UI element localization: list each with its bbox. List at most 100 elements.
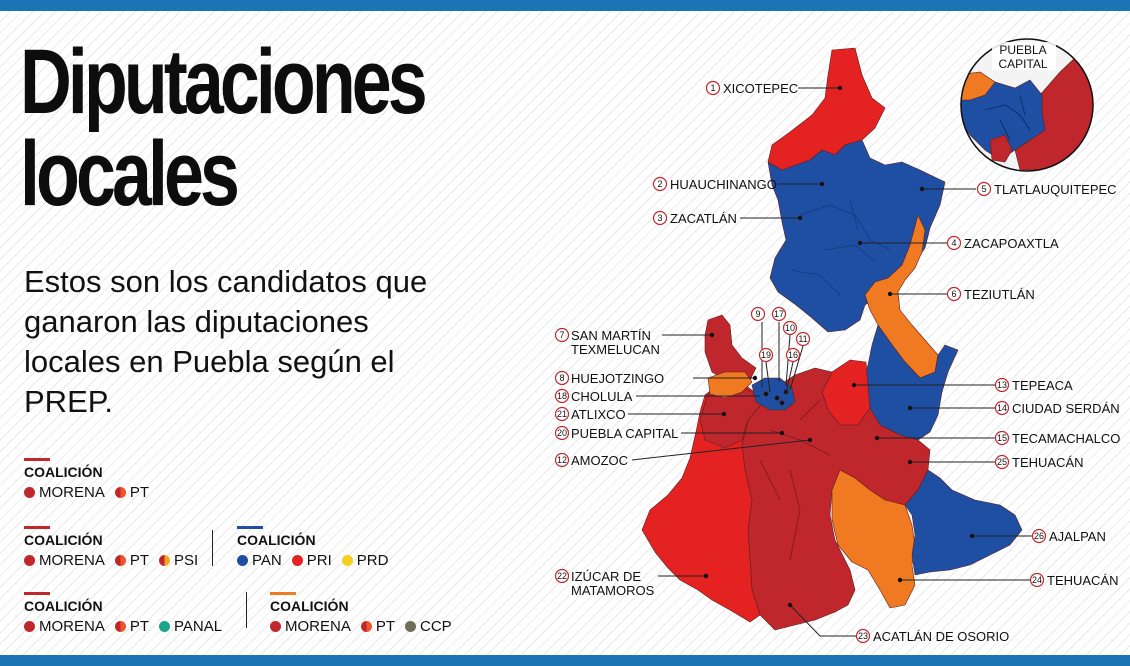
inset-boundary-lines	[984, 94, 1031, 141]
legend-item-pri: PRI	[291, 552, 332, 569]
district-atlixco[interactable]	[699, 384, 766, 449]
inset-orange-area[interactable]	[958, 71, 996, 101]
district-number: 7	[559, 330, 564, 340]
legend-divider	[212, 530, 213, 566]
district-number-badge	[554, 327, 570, 343]
legend-coalition-5: COALICIÓN MORENA PT CCP	[270, 592, 452, 635]
district-ajalpan[interactable]	[904, 469, 1023, 576]
district-number-badge	[652, 210, 668, 226]
psi-dot-icon	[159, 555, 171, 566]
pt-dot-icon	[360, 621, 372, 632]
district-number: 22	[557, 571, 567, 581]
legend-label: PRD	[356, 552, 389, 569]
district-label-xicotepec: XICOTEPEC	[723, 81, 798, 96]
morena-dot-icon	[270, 621, 281, 632]
district-number-badge	[554, 370, 570, 386]
pt-dot-icon	[114, 621, 126, 632]
legend-item-pt: PT	[360, 618, 396, 635]
legend-color-bar	[24, 592, 50, 595]
pan-dot-icon	[237, 555, 248, 566]
legend-label: PAN	[252, 552, 282, 569]
district-label-cholula: CHOLULA	[571, 389, 633, 404]
inset-red-pocket[interactable]	[989, 134, 1013, 163]
pt-dot-icon	[114, 555, 126, 566]
title-line-2: locales	[20, 123, 240, 225]
prd-dot-icon	[341, 555, 353, 566]
legend-item-ccp: CCP	[405, 618, 452, 635]
legend-heading: COALICIÓN	[24, 532, 103, 548]
legend-label: MORENA	[285, 618, 351, 635]
legend-item-morena: MORENA	[24, 618, 105, 635]
legend-coalition-3: COALICIÓN PAN PRI PRD	[237, 526, 388, 569]
district-label-teziutlan: TEZIUTLÁN	[964, 287, 1035, 302]
district-label-tecamachalco: TECAMACHALCO	[1012, 431, 1120, 446]
district-label-san-martin: SAN MARTÍN	[571, 328, 651, 343]
district-number-badge	[554, 406, 570, 422]
district-label-tehuacan-24: TEHUACÁN	[1047, 573, 1119, 588]
district-number-19: 19	[761, 350, 771, 360]
district-number-9: 9	[755, 309, 760, 319]
district-label-atlixco: ATLIXCO	[571, 407, 626, 422]
inset-label-line1: PUEBLA	[999, 43, 1046, 57]
legend-item-panal: PANAL	[159, 618, 222, 635]
district-number-badge	[771, 306, 787, 322]
inset-label-line2: CAPITAL	[998, 57, 1047, 71]
legend-label: PT	[375, 618, 396, 635]
district-number-badge	[750, 306, 766, 322]
legend-color-bar	[24, 458, 50, 461]
district-labels: 1 XICOTEPEC 2 HUAUCHINANGO 3 ZACATLÁN 4 …	[554, 80, 1120, 644]
district-number-badge	[554, 452, 570, 468]
district-label-tehuacan-25: TEHUACÁN	[1012, 455, 1084, 470]
district-number: 1	[710, 83, 715, 93]
inset-border	[960, 38, 1094, 172]
legend-heading: COALICIÓN	[237, 532, 316, 548]
top-accent-bar	[0, 0, 1130, 11]
legend-heading: COALICIÓN	[24, 464, 103, 480]
pt-dot-icon	[114, 487, 126, 498]
inset-label-bg	[992, 42, 1056, 70]
district-number-11: 11	[798, 334, 807, 344]
district-number: 20	[557, 428, 567, 438]
legend-label: MORENA	[39, 618, 105, 635]
leader-dots	[703, 85, 975, 608]
district-label-acatlan: ACATLÁN DE OSORIO	[873, 629, 1009, 644]
district-label-zacapoaxtla: ZACAPOAXTLA	[964, 236, 1059, 251]
district-number-badge	[946, 286, 962, 302]
district-number: 18	[557, 391, 567, 401]
district-boundary-lines-south	[759, 399, 831, 561]
district-label-tepeaca: TEPEACA	[1012, 378, 1073, 393]
district-number-badge	[785, 347, 801, 363]
legend-color-bar	[270, 592, 296, 595]
legend-label: MORENA	[39, 552, 105, 569]
district-number-badge	[554, 568, 570, 584]
page-title: Diputaciones locales	[20, 36, 428, 225]
district-number-badge	[795, 331, 811, 347]
district-number-badge	[994, 377, 1010, 393]
district-number-badge	[1031, 528, 1047, 544]
district-tehuacan-24[interactable]	[831, 469, 916, 609]
legend-item-prd: PRD	[341, 552, 389, 569]
morena-dot-icon	[24, 487, 35, 498]
district-number: 14	[997, 403, 1007, 413]
legend-label: PANAL	[174, 618, 223, 635]
district-number-badge	[994, 430, 1010, 446]
district-number-badge	[782, 320, 798, 336]
district-number-badge	[994, 454, 1010, 470]
district-number-badge	[994, 400, 1010, 416]
capital-marker	[763, 391, 769, 397]
district-label-zacatlan: ZACATLÁN	[670, 211, 737, 226]
map-regions	[641, 47, 1023, 631]
district-label-izucar: IZÚCAR DE	[571, 569, 641, 584]
legend-label: PT	[129, 618, 150, 635]
legend-coalition-2: COALICIÓN MORENA PT PSI	[24, 526, 198, 569]
district-number-badge	[1029, 572, 1045, 588]
legend-heading: COALICIÓN	[270, 598, 349, 614]
district-number-badge	[652, 176, 668, 192]
district-number: 6	[951, 289, 956, 299]
legend-item-pt: PT	[114, 552, 149, 569]
district-number: 26	[1034, 531, 1044, 541]
inset-puebla-capital	[958, 39, 1093, 171]
bottom-accent-bar	[0, 655, 1130, 666]
district-label-puebla-capital: PUEBLA CAPITAL	[571, 426, 678, 441]
